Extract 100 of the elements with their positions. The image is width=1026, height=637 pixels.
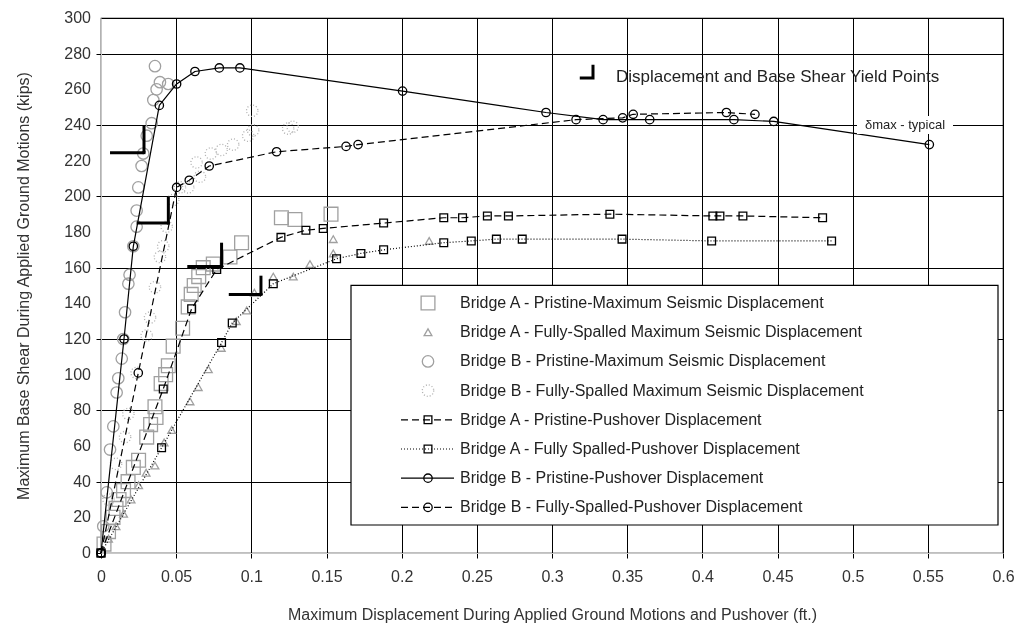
y-tick-label: 180 [64,223,92,240]
point [246,124,260,137]
point [356,248,366,258]
legend-label: Bridge B - Fully-Spalled-Pushover Displacement [460,498,803,516]
point [214,63,225,73]
point [108,500,124,516]
point [482,211,492,221]
point [281,122,295,135]
point [130,204,143,217]
point [268,279,278,289]
x-tick-label: 0.5 [842,567,865,585]
point [120,474,136,490]
y-tick-label: 260 [64,80,92,98]
point [100,524,117,540]
point [183,286,199,302]
point [154,100,165,111]
y-axis-title: Maximum Base Shear During Applied Ground Motions (kips) [15,72,32,500]
point [115,352,129,365]
y-tick-label: 80 [73,401,92,419]
point [118,305,132,319]
legend-label: Bridge B - Pristine-Maximum Seismic Displacement [460,352,826,370]
point [332,254,342,264]
point [147,399,163,415]
point [193,383,203,392]
point [103,443,117,456]
point [150,461,160,470]
point [439,238,449,248]
point [217,338,227,348]
point [143,311,157,324]
y-tick-label: 200 [64,187,92,205]
point [191,269,207,285]
point [190,156,203,169]
point [143,417,159,433]
point [288,272,298,281]
point [827,236,837,246]
point [160,358,176,374]
point [707,236,717,246]
point [158,367,174,383]
point [109,457,123,471]
point [273,210,289,226]
point [110,386,123,399]
point [466,236,476,246]
point [541,107,551,118]
point [186,277,202,294]
point [130,220,143,233]
point [190,66,200,77]
y-tick-label: 40 [73,472,92,490]
point [160,220,174,233]
y-tick-label: 160 [64,258,92,276]
legend-label: Bridge B - Fully-Spalled Maximum Seismic Displacement [460,381,865,399]
point [180,299,196,315]
point [171,182,182,193]
point [118,430,132,444]
point [379,218,389,228]
point [721,107,732,118]
point [424,236,434,245]
y-tick-label: 220 [64,151,92,169]
x-tick-label: 0 [97,567,107,585]
point [286,120,300,134]
point [605,209,615,219]
legend-label: Bridge A - Pristine-Pushover Displacement [460,410,763,428]
point [184,175,195,186]
y-tick-label: 0 [82,544,92,561]
point [148,280,162,294]
point [323,206,339,222]
point [234,235,250,251]
x-tick-label: 0.4 [691,567,715,585]
point [161,77,175,91]
point [153,376,169,392]
point [195,260,211,276]
point [222,249,238,265]
x-tick-label: 0.35 [612,567,644,585]
point [231,317,241,326]
point [235,63,245,73]
x-axis-title: Maximum Displacement During Applied Ground Motions and Pushover (ft.) [287,605,818,623]
point [750,109,760,120]
point [598,114,608,125]
point [135,159,148,173]
legend-label: Bridge A - Pristine-Maximum Seismic Displacement [460,294,825,311]
point [215,143,228,157]
point [111,522,121,531]
point [116,483,132,499]
point [245,104,259,118]
point [157,443,167,453]
point [185,397,195,406]
point [571,114,581,125]
point [153,75,167,89]
point [145,116,159,130]
point [141,468,151,477]
x-tick-label: 0.3 [541,567,564,585]
point [517,234,527,244]
point [146,93,160,107]
point [156,239,170,253]
point [165,338,181,354]
point [818,213,828,223]
point [126,495,136,504]
x-tick-label: 0.1 [240,567,264,585]
point [204,161,215,171]
x-tick-label: 0.6 [992,567,1015,585]
point [341,141,351,152]
